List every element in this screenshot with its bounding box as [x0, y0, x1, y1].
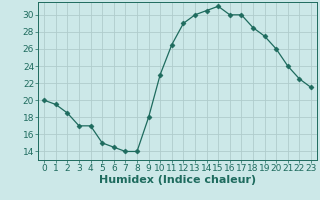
- X-axis label: Humidex (Indice chaleur): Humidex (Indice chaleur): [99, 175, 256, 185]
